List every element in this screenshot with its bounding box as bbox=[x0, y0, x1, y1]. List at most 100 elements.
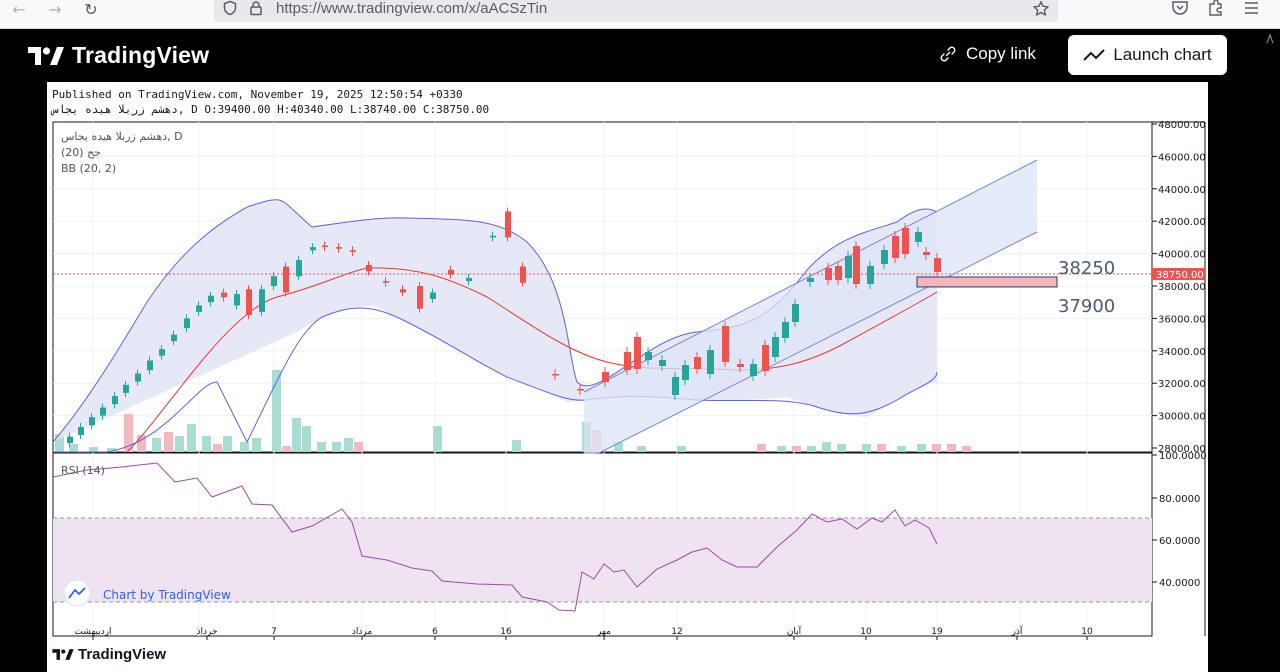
price-tick-label: 34000.00 bbox=[1158, 347, 1206, 358]
volume-bar bbox=[89, 447, 98, 452]
time-tick-label: خرداد bbox=[196, 627, 217, 637]
volume-bar bbox=[55, 434, 64, 452]
volume-bar bbox=[137, 435, 146, 452]
candle bbox=[577, 389, 584, 391]
candle bbox=[520, 266, 526, 283]
time-tick-label: آذر bbox=[1011, 625, 1023, 637]
rsi-band-fill bbox=[53, 518, 1152, 602]
volume-bar bbox=[947, 444, 956, 452]
volume-bar bbox=[637, 446, 646, 452]
reload-icon[interactable]: ↻ bbox=[84, 0, 98, 19]
volume-bar bbox=[962, 446, 971, 452]
time-tick-label: اردیبهشت bbox=[74, 627, 111, 637]
volume-bar bbox=[792, 446, 801, 452]
time-tick-label: آبان bbox=[787, 625, 802, 637]
bb-basis bbox=[126, 267, 938, 453]
url-text[interactable]: https://www.tradingview.com/x/aACSzTin bbox=[276, 0, 548, 17]
candle bbox=[750, 364, 757, 376]
back-icon[interactable]: ← bbox=[12, 0, 26, 19]
bb-lower bbox=[53, 307, 938, 453]
last-price-value: 38750.00 bbox=[1156, 270, 1204, 281]
address-bar[interactable]: https://www.tradingview.com/x/aACSzTin bbox=[214, 0, 1058, 22]
channel-lower-line bbox=[596, 231, 1038, 455]
rsi-tick-label: 80.0000 bbox=[1159, 494, 1200, 505]
forward-icon[interactable]: → bbox=[48, 0, 62, 19]
launch-chart-button[interactable]: Launch chart bbox=[1068, 35, 1227, 75]
candle bbox=[645, 352, 652, 360]
candle bbox=[259, 289, 265, 312]
volume-bar bbox=[164, 432, 173, 452]
candle bbox=[490, 235, 496, 238]
candle bbox=[159, 349, 165, 356]
candle bbox=[184, 318, 190, 329]
volume-bar bbox=[317, 442, 326, 452]
candle bbox=[682, 365, 689, 380]
candle bbox=[505, 211, 511, 238]
candle bbox=[112, 396, 118, 405]
price-tick-label: 32000.00 bbox=[1158, 379, 1206, 390]
candle bbox=[845, 256, 852, 278]
pocket-icon[interactable] bbox=[1171, 0, 1189, 16]
candle bbox=[853, 246, 860, 284]
volume-bar bbox=[69, 444, 78, 452]
price-tick-label: 28000.00 bbox=[1158, 444, 1206, 455]
candle bbox=[135, 373, 141, 382]
volume-bar bbox=[837, 444, 846, 452]
candle bbox=[552, 374, 559, 376]
volume-bar bbox=[272, 370, 281, 452]
price-chart: 48000.00 46000.00 44000.00 42000.00 40000.00… bbox=[52, 120, 1207, 640]
extensions-icon[interactable] bbox=[1207, 0, 1225, 16]
candle bbox=[934, 258, 941, 272]
menu-icon[interactable] bbox=[1243, 0, 1261, 16]
volume-bar bbox=[107, 448, 116, 452]
watermark: Chart by TradingView bbox=[63, 579, 231, 607]
launch-chart-label: Launch chart bbox=[1113, 45, 1212, 64]
candle bbox=[762, 345, 769, 371]
volume-bar bbox=[677, 446, 686, 452]
scrollbar-arrow-icon[interactable] bbox=[1266, 32, 1274, 44]
candle bbox=[100, 407, 106, 416]
time-tick-label: 10 bbox=[1081, 627, 1093, 637]
candle bbox=[694, 357, 701, 369]
time-axis: اردیبهشت خرداد 7 مرداد 6 16 مهر 12 آبان 10 19 آذر 10 bbox=[74, 625, 1093, 640]
volume-bars bbox=[55, 370, 971, 452]
legend-rsi: RSI (14) bbox=[61, 464, 105, 477]
candle bbox=[672, 377, 679, 395]
volume-bar bbox=[213, 444, 222, 452]
candle bbox=[383, 281, 389, 283]
volume-bar bbox=[282, 446, 291, 452]
candle bbox=[430, 292, 436, 299]
watermark-text: Chart by TradingView bbox=[103, 588, 231, 602]
candle bbox=[221, 292, 227, 298]
candle bbox=[602, 372, 609, 382]
volume-bar bbox=[302, 426, 311, 452]
candle bbox=[825, 268, 832, 280]
candle bbox=[892, 236, 899, 258]
candle bbox=[400, 289, 406, 293]
tradingview-logo[interactable]: TradingView bbox=[28, 42, 209, 69]
rsi-line bbox=[52, 462, 938, 612]
candle bbox=[634, 337, 641, 369]
candle bbox=[782, 322, 789, 338]
price-tick-label: 44000.00 bbox=[1158, 185, 1206, 196]
candle bbox=[310, 247, 316, 251]
volume-bar bbox=[223, 436, 232, 452]
chart-snapshot: Published on TradingView.com, November 1… bbox=[47, 82, 1208, 672]
rsi-pane bbox=[52, 462, 1152, 612]
footer-logo-icon bbox=[52, 649, 74, 660]
price-axis: 48000.00 46000.00 44000.00 42000.00 40000.00… bbox=[1152, 120, 1207, 589]
volume-bar bbox=[917, 444, 926, 452]
volume-bar bbox=[292, 418, 301, 452]
bookmark-star-icon[interactable] bbox=[1032, 0, 1050, 18]
time-tick-label: 10 bbox=[860, 627, 872, 637]
candle bbox=[867, 266, 874, 284]
shield-icon[interactable] bbox=[222, 0, 238, 16]
level-lower-label: 37900 bbox=[1058, 296, 1115, 317]
bb-upper bbox=[52, 199, 938, 443]
lock-icon[interactable] bbox=[248, 0, 264, 16]
level-upper-label: 38250 bbox=[1058, 258, 1115, 279]
candle bbox=[624, 352, 631, 370]
volume-bar bbox=[777, 446, 786, 452]
copy-link-button[interactable]: Copy link bbox=[938, 44, 1036, 64]
candle bbox=[208, 295, 214, 303]
